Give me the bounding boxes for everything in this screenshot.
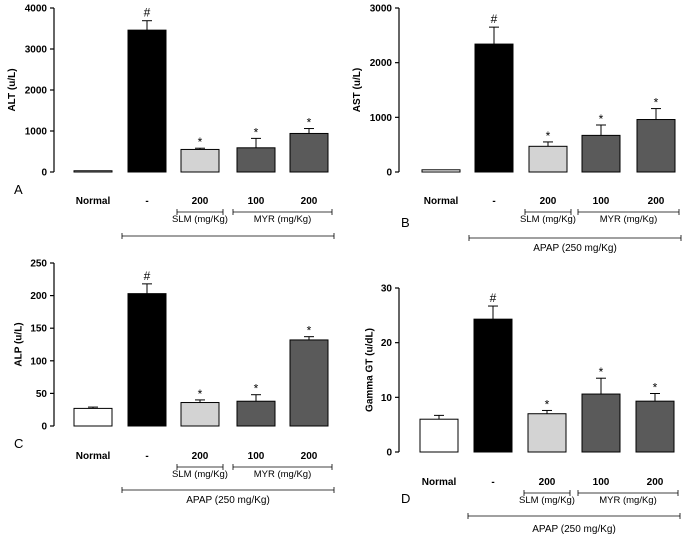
panel-d-category-label: Normal (422, 477, 457, 488)
panel-a-bar (289, 132, 329, 173)
panel-c-significance-marker: * (198, 387, 203, 401)
panel-d-category-label: 200 (647, 477, 664, 488)
panel-c-category-label: Normal (76, 451, 111, 462)
panel-c-category-label: - (145, 451, 148, 462)
panel-d-ytick-label: 30 (381, 284, 393, 295)
panel-d-significance-marker: # (490, 291, 497, 305)
panel-c-bar (236, 400, 276, 427)
panel-d-significance-marker: * (545, 397, 550, 411)
panel-c-bar (180, 402, 220, 427)
panel-a-ytick-label: 2000 (25, 86, 48, 97)
panel-b-significance-marker: # (491, 12, 498, 26)
panel-b-letter: B (401, 215, 410, 230)
panel-d-treatment-label: APAP (250 mg/Kg) (532, 524, 616, 535)
panel-b-category-label: - (492, 196, 495, 207)
panel-a-ytick-label: 0 (41, 168, 47, 179)
panel-b-bar (581, 134, 621, 173)
panel-c-letter: C (14, 436, 23, 451)
panel-b-significance-marker: * (599, 112, 604, 126)
panel-b-bar (636, 119, 676, 173)
panel-a-bar (180, 148, 220, 173)
panel-a-significance-marker: * (198, 135, 203, 149)
panel-d-ytick-label: 20 (381, 338, 393, 349)
panel-d-significance-marker: * (599, 365, 604, 379)
panel-d-y-label: Gamma GT (u/dL) (365, 328, 376, 412)
panel-a-letter: A (14, 182, 23, 197)
panel-c-category-label: 200 (301, 451, 318, 462)
panel-a-significance-marker: * (307, 116, 312, 130)
panel-b-significance-marker: * (654, 96, 659, 110)
panel-b-y-label: AST (u/L) (352, 68, 363, 112)
panel-a-ytick-label: 3000 (25, 45, 48, 56)
panel-b-category-label: Normal (424, 196, 459, 207)
panel-a-category-label: 100 (248, 196, 265, 207)
panel-b-group-label: MYR (mg/Kg) (600, 214, 658, 225)
panel-a-bar (127, 29, 167, 173)
panel-a-bar (236, 147, 276, 173)
panel-d-group-label: SLM (mg/Kg) (519, 495, 575, 506)
panel-a-significance-marker: * (254, 125, 259, 139)
panel-d-category-label: 100 (593, 477, 610, 488)
panel-d-category-label: - (491, 477, 494, 488)
panel-c-ytick-label: 100 (30, 356, 47, 367)
panel-c-ytick-label: 200 (30, 291, 47, 302)
panel-b-bar (421, 169, 461, 173)
panel-b-ytick-label: 1000 (370, 113, 393, 124)
panel-d-letter: D (401, 491, 410, 506)
panel-c-group-label: MYR (mg/Kg) (254, 469, 312, 480)
panel-a-bar (73, 170, 113, 173)
panel-a-group-label: SLM (mg/Kg) (172, 214, 228, 225)
panel-d-bar (473, 318, 513, 453)
panel-d-ytick-label: 10 (381, 393, 393, 404)
panel-b-category-label: 200 (540, 196, 557, 207)
panel-c-ytick-label: 150 (30, 324, 47, 335)
panel-a-category-label: - (145, 196, 148, 207)
panel-b-ytick-label: 3000 (370, 4, 393, 15)
panel-b-ytick-label: 0 (386, 168, 392, 179)
panel-c-group-label: SLM (mg/Kg) (172, 469, 228, 480)
panel-d-bar (581, 393, 621, 453)
panel-a-category-label: 200 (301, 196, 318, 207)
panel-c-y-label: ALP (u/L) (13, 322, 24, 366)
panel-b-category-label: 100 (593, 196, 610, 207)
panel-a-significance-marker: # (144, 6, 151, 20)
panel-b-group-label: SLM (mg/Kg) (520, 214, 576, 225)
panel-d-group-label: MYR (mg/Kg) (599, 495, 657, 506)
panel-d-bar (635, 400, 675, 453)
panel-a-ytick-label: 4000 (25, 4, 48, 15)
panel-c-significance-marker: * (254, 382, 259, 396)
panel-c-category-label: 100 (248, 451, 265, 462)
panel-d-bar (419, 418, 459, 453)
panel-a-group-label: MYR (mg/Kg) (254, 214, 312, 225)
panel-c-bar (127, 293, 167, 427)
panel-b-treatment-label: APAP (250 mg/Kg) (533, 243, 617, 254)
panel-d-bar (527, 413, 567, 453)
panel-c-treatment-label: APAP (250 mg/Kg) (186, 495, 270, 506)
panel-c-significance-marker: * (307, 324, 312, 338)
panel-b-category-label: 200 (648, 196, 665, 207)
panel-c-category-label: 200 (192, 451, 209, 462)
panel-d-significance-marker: * (653, 381, 658, 395)
panel-b-significance-marker: * (546, 129, 551, 143)
panel-a-ytick-label: 1000 (25, 127, 48, 138)
panel-c-bar (289, 339, 329, 427)
panel-c-ytick-label: 250 (30, 259, 47, 270)
panel-a-category-label: Normal (76, 196, 111, 207)
panel-b-bar (528, 145, 568, 173)
panel-c-bar (73, 407, 113, 427)
panel-c-significance-marker: # (144, 269, 151, 283)
panel-d-ytick-label: 0 (386, 448, 392, 459)
panel-b-bar (474, 43, 514, 173)
panel-c-ytick-label: 50 (36, 389, 48, 400)
panel-b-ytick-label: 2000 (370, 58, 393, 69)
panel-d-category-label: 200 (539, 477, 556, 488)
panel-a-y-label: ALT (u/L) (7, 68, 18, 111)
panel-a-category-label: 200 (192, 196, 209, 207)
panel-c-ytick-label: 0 (41, 422, 47, 433)
